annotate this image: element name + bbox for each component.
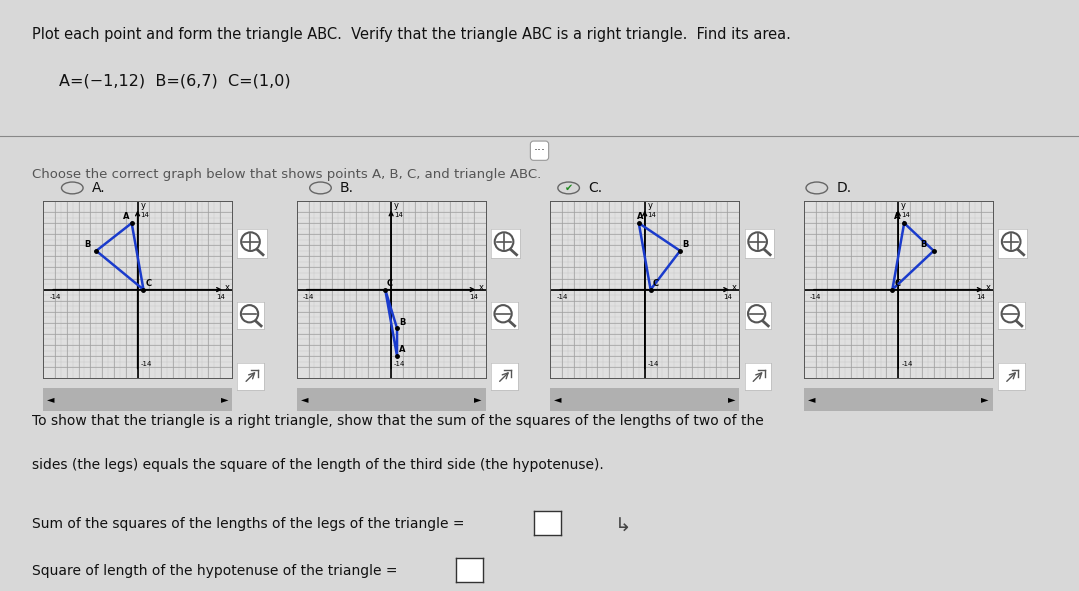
Text: x: x (985, 283, 991, 292)
Text: 14: 14 (723, 294, 732, 300)
Text: ↳: ↳ (615, 517, 631, 536)
Text: 14: 14 (901, 212, 910, 218)
Text: D.: D. (836, 181, 851, 195)
Text: Choose the correct graph below that shows points A, B, C, and triangle ABC.: Choose the correct graph below that show… (32, 168, 542, 181)
Text: -14: -14 (901, 361, 913, 367)
Text: -14: -14 (557, 294, 568, 300)
Text: To show that the triangle is a right triangle, show that the sum of the squares : To show that the triangle is a right tri… (32, 414, 764, 428)
Text: A: A (637, 212, 643, 221)
Text: 14: 14 (469, 294, 478, 300)
Text: ✔: ✔ (564, 183, 573, 193)
Text: y: y (140, 201, 146, 210)
Text: x: x (732, 283, 737, 292)
Text: y: y (394, 201, 399, 210)
Text: B: B (84, 240, 91, 249)
Text: -14: -14 (810, 294, 821, 300)
Text: B: B (682, 240, 688, 249)
Text: -14: -14 (394, 361, 406, 367)
Text: Plot each point and form the triangle ABC.  Verify that the triangle ABC is a ri: Plot each point and form the triangle AB… (32, 27, 791, 41)
Text: A: A (123, 212, 129, 222)
Text: C: C (146, 279, 151, 288)
Text: ►: ► (982, 395, 988, 404)
Text: Square of length of the hypotenuse of the triangle =: Square of length of the hypotenuse of th… (32, 564, 398, 579)
Text: C: C (387, 279, 393, 288)
Text: ◄: ◄ (555, 395, 561, 404)
Text: C.: C. (588, 181, 602, 195)
Text: C: C (894, 279, 900, 288)
Text: x: x (224, 283, 230, 292)
Text: B: B (920, 240, 927, 249)
Text: x: x (478, 283, 483, 292)
Text: 14: 14 (140, 212, 149, 218)
Text: -14: -14 (140, 361, 152, 367)
Text: ►: ► (475, 395, 481, 404)
Text: C: C (653, 279, 658, 288)
Text: sides (the legs) equals the square of the length of the third side (the hypotenu: sides (the legs) equals the square of th… (32, 458, 604, 472)
Text: ◄: ◄ (300, 395, 308, 404)
Text: ···: ··· (533, 144, 546, 157)
Text: ◄: ◄ (47, 395, 54, 404)
Text: 14: 14 (647, 212, 656, 218)
Text: 14: 14 (216, 294, 224, 300)
Text: -14: -14 (50, 294, 60, 300)
Text: -14: -14 (647, 361, 659, 367)
Text: B.: B. (340, 181, 354, 195)
Text: A=(−1,12)  B=(6,7)  C=(1,0): A=(−1,12) B=(6,7) C=(1,0) (59, 74, 291, 89)
Text: A: A (399, 345, 406, 355)
Text: ►: ► (221, 395, 229, 404)
Text: 14: 14 (394, 212, 402, 218)
Text: A: A (893, 212, 900, 222)
Text: y: y (901, 201, 906, 210)
Text: A.: A. (92, 181, 106, 195)
Text: ◄: ◄ (807, 395, 815, 404)
Text: 14: 14 (976, 294, 985, 300)
Text: B: B (399, 318, 406, 327)
Text: ►: ► (728, 395, 736, 404)
Text: -14: -14 (303, 294, 314, 300)
Text: Sum of the squares of the lengths of the legs of the triangle =: Sum of the squares of the lengths of the… (32, 517, 465, 531)
Text: y: y (647, 201, 653, 210)
